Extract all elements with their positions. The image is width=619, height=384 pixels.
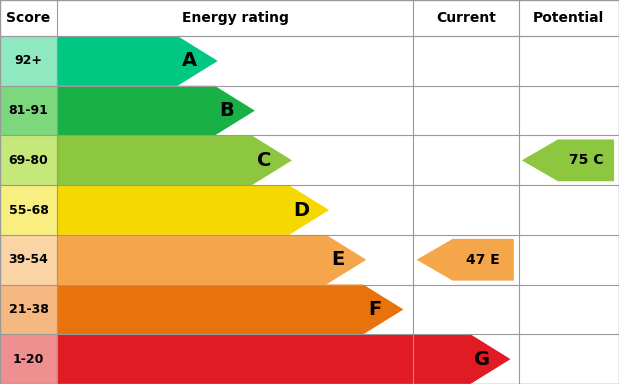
Bar (0, 235, 57, 285)
Text: 39-54: 39-54 (9, 253, 48, 266)
Bar (57, 36, 413, 86)
Polygon shape (417, 239, 514, 281)
Text: F: F (369, 300, 382, 319)
Polygon shape (57, 136, 292, 185)
Text: B: B (219, 101, 234, 120)
Bar (57, 136, 413, 185)
Text: 47 E: 47 E (466, 253, 500, 267)
Text: 75 C: 75 C (569, 153, 603, 167)
Text: Energy rating: Energy rating (182, 11, 288, 25)
Text: 92+: 92+ (14, 55, 43, 68)
Polygon shape (57, 235, 366, 285)
Polygon shape (57, 36, 218, 86)
Text: 69-80: 69-80 (9, 154, 48, 167)
Text: 21-38: 21-38 (9, 303, 48, 316)
Bar (0, 185, 57, 235)
Bar (0, 285, 57, 334)
Bar (57, 235, 413, 285)
Bar (0, 86, 57, 136)
Bar (0, 334, 57, 384)
Text: 1-20: 1-20 (13, 353, 44, 366)
Bar (57, 334, 413, 384)
Text: Score: Score (6, 11, 51, 25)
Text: 55-68: 55-68 (9, 204, 48, 217)
Polygon shape (57, 285, 404, 334)
Polygon shape (522, 139, 614, 181)
Text: A: A (182, 51, 197, 70)
Text: Potential: Potential (533, 11, 605, 25)
Polygon shape (57, 185, 329, 235)
Polygon shape (57, 86, 255, 136)
Text: G: G (474, 350, 490, 369)
Bar (57, 285, 413, 334)
Bar (57, 86, 413, 136)
Text: Current: Current (436, 11, 496, 25)
Text: E: E (332, 250, 345, 269)
Text: D: D (293, 200, 309, 220)
Bar (57, 185, 413, 235)
Bar (0, 136, 57, 185)
Text: 81-91: 81-91 (9, 104, 48, 117)
Polygon shape (57, 334, 511, 384)
Text: C: C (257, 151, 271, 170)
Bar (0, 36, 57, 86)
